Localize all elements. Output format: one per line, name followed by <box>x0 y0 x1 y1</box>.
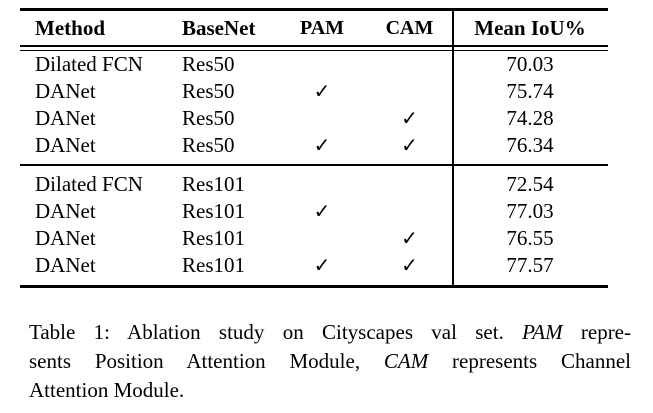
cam-check-cell: ✓ <box>401 254 418 277</box>
table-bottom-rule <box>20 285 608 288</box>
table-mid-rule <box>20 164 608 166</box>
caption-line-2: sents Position Attention Module, CAM rep… <box>29 347 631 376</box>
method-cell: Dilated FCN <box>35 172 143 196</box>
table-row: DANet Res101 ✓ 77.03 <box>20 198 608 225</box>
caption-text: Table 1: Ablation study on Cityscapes va… <box>29 320 523 344</box>
row-group-res50: Dilated FCN Res50 70.03 DANet Res50 ✓ 75.74 DAN… <box>20 51 608 159</box>
caption-term-pam: PAM <box>522 320 563 344</box>
caption-line-3: Attention Module. <box>29 378 185 402</box>
header-double-rule <box>20 45 608 51</box>
basenet-cell: Res101 <box>182 172 245 196</box>
table-caption: Table 1: Ablation study on Cityscapes va… <box>29 318 631 405</box>
method-cell: Dilated FCN <box>35 52 143 76</box>
mean-iou-cell: 77.03 <box>506 199 554 223</box>
row-group-res101: Dilated FCN Res101 72.54 DANet Res101 ✓ 77.03 D… <box>20 171 608 279</box>
mean-iou-cell: 74.28 <box>506 106 554 130</box>
mean-iou-cell: 76.34 <box>506 133 554 157</box>
method-cell: DANet <box>35 106 96 130</box>
header-mean-iou: Mean IoU% <box>474 15 586 40</box>
header-cam: CAM <box>385 17 434 39</box>
basenet-cell: Res50 <box>182 106 235 130</box>
basenet-cell: Res101 <box>182 253 245 277</box>
table-row: DANet Res101 ✓ ✓ 77.57 <box>20 252 608 279</box>
table-row: DANet Res50 ✓ 75.74 <box>20 78 608 105</box>
pam-check-cell: ✓ <box>313 134 331 157</box>
mean-iou-cell: 76.55 <box>506 226 554 250</box>
table-header-row: Method BaseNet PAM CAM Mean IoU% <box>20 11 608 45</box>
table-row: Dilated FCN Res50 70.03 <box>20 51 608 78</box>
cam-check-cell: ✓ <box>401 107 418 130</box>
basenet-cell: Res50 <box>182 79 235 103</box>
mean-iou-cell: 77.57 <box>506 253 554 277</box>
basenet-cell: Res50 <box>182 52 235 76</box>
mean-iou-cell: 72.54 <box>506 172 554 196</box>
caption-text: represents Channel <box>428 349 631 373</box>
cam-check-cell: ✓ <box>401 134 418 157</box>
header-basenet: BaseNet <box>182 15 256 40</box>
method-cell: DANet <box>35 199 96 223</box>
basenet-cell: Res50 <box>182 133 235 157</box>
column-divider-rule <box>452 11 454 285</box>
basenet-cell: Res101 <box>182 199 245 223</box>
cam-check-cell: ✓ <box>401 227 418 250</box>
mean-iou-cell: 75.74 <box>506 79 554 103</box>
caption-text: sents Position Attention Module, <box>29 349 384 373</box>
header-method: Method <box>35 15 105 40</box>
caption-text: repre- <box>562 320 631 344</box>
pam-check-cell: ✓ <box>313 254 331 277</box>
table-row: DANet Res50 ✓ 74.28 <box>20 105 608 132</box>
caption-line-1: Table 1: Ablation study on Cityscapes va… <box>29 318 631 347</box>
table-row: DANet Res50 ✓ ✓ 76.34 <box>20 132 608 159</box>
pam-check-cell: ✓ <box>313 80 331 103</box>
table-row: Dilated FCN Res101 72.54 <box>20 171 608 198</box>
method-cell: DANet <box>35 133 96 157</box>
table-top-rule <box>20 8 608 11</box>
table-row: DANet Res101 ✓ 76.55 <box>20 225 608 252</box>
method-cell: DANet <box>35 226 96 250</box>
caption-term-cam: CAM <box>383 349 429 373</box>
method-cell: DANet <box>35 79 96 103</box>
ablation-table: Method BaseNet PAM CAM Mean IoU% Dilated… <box>20 8 608 288</box>
basenet-cell: Res101 <box>182 226 245 250</box>
method-cell: DANet <box>35 253 96 277</box>
header-pam: PAM <box>299 17 345 39</box>
pam-check-cell: ✓ <box>313 200 331 223</box>
mean-iou-cell: 70.03 <box>506 52 554 76</box>
